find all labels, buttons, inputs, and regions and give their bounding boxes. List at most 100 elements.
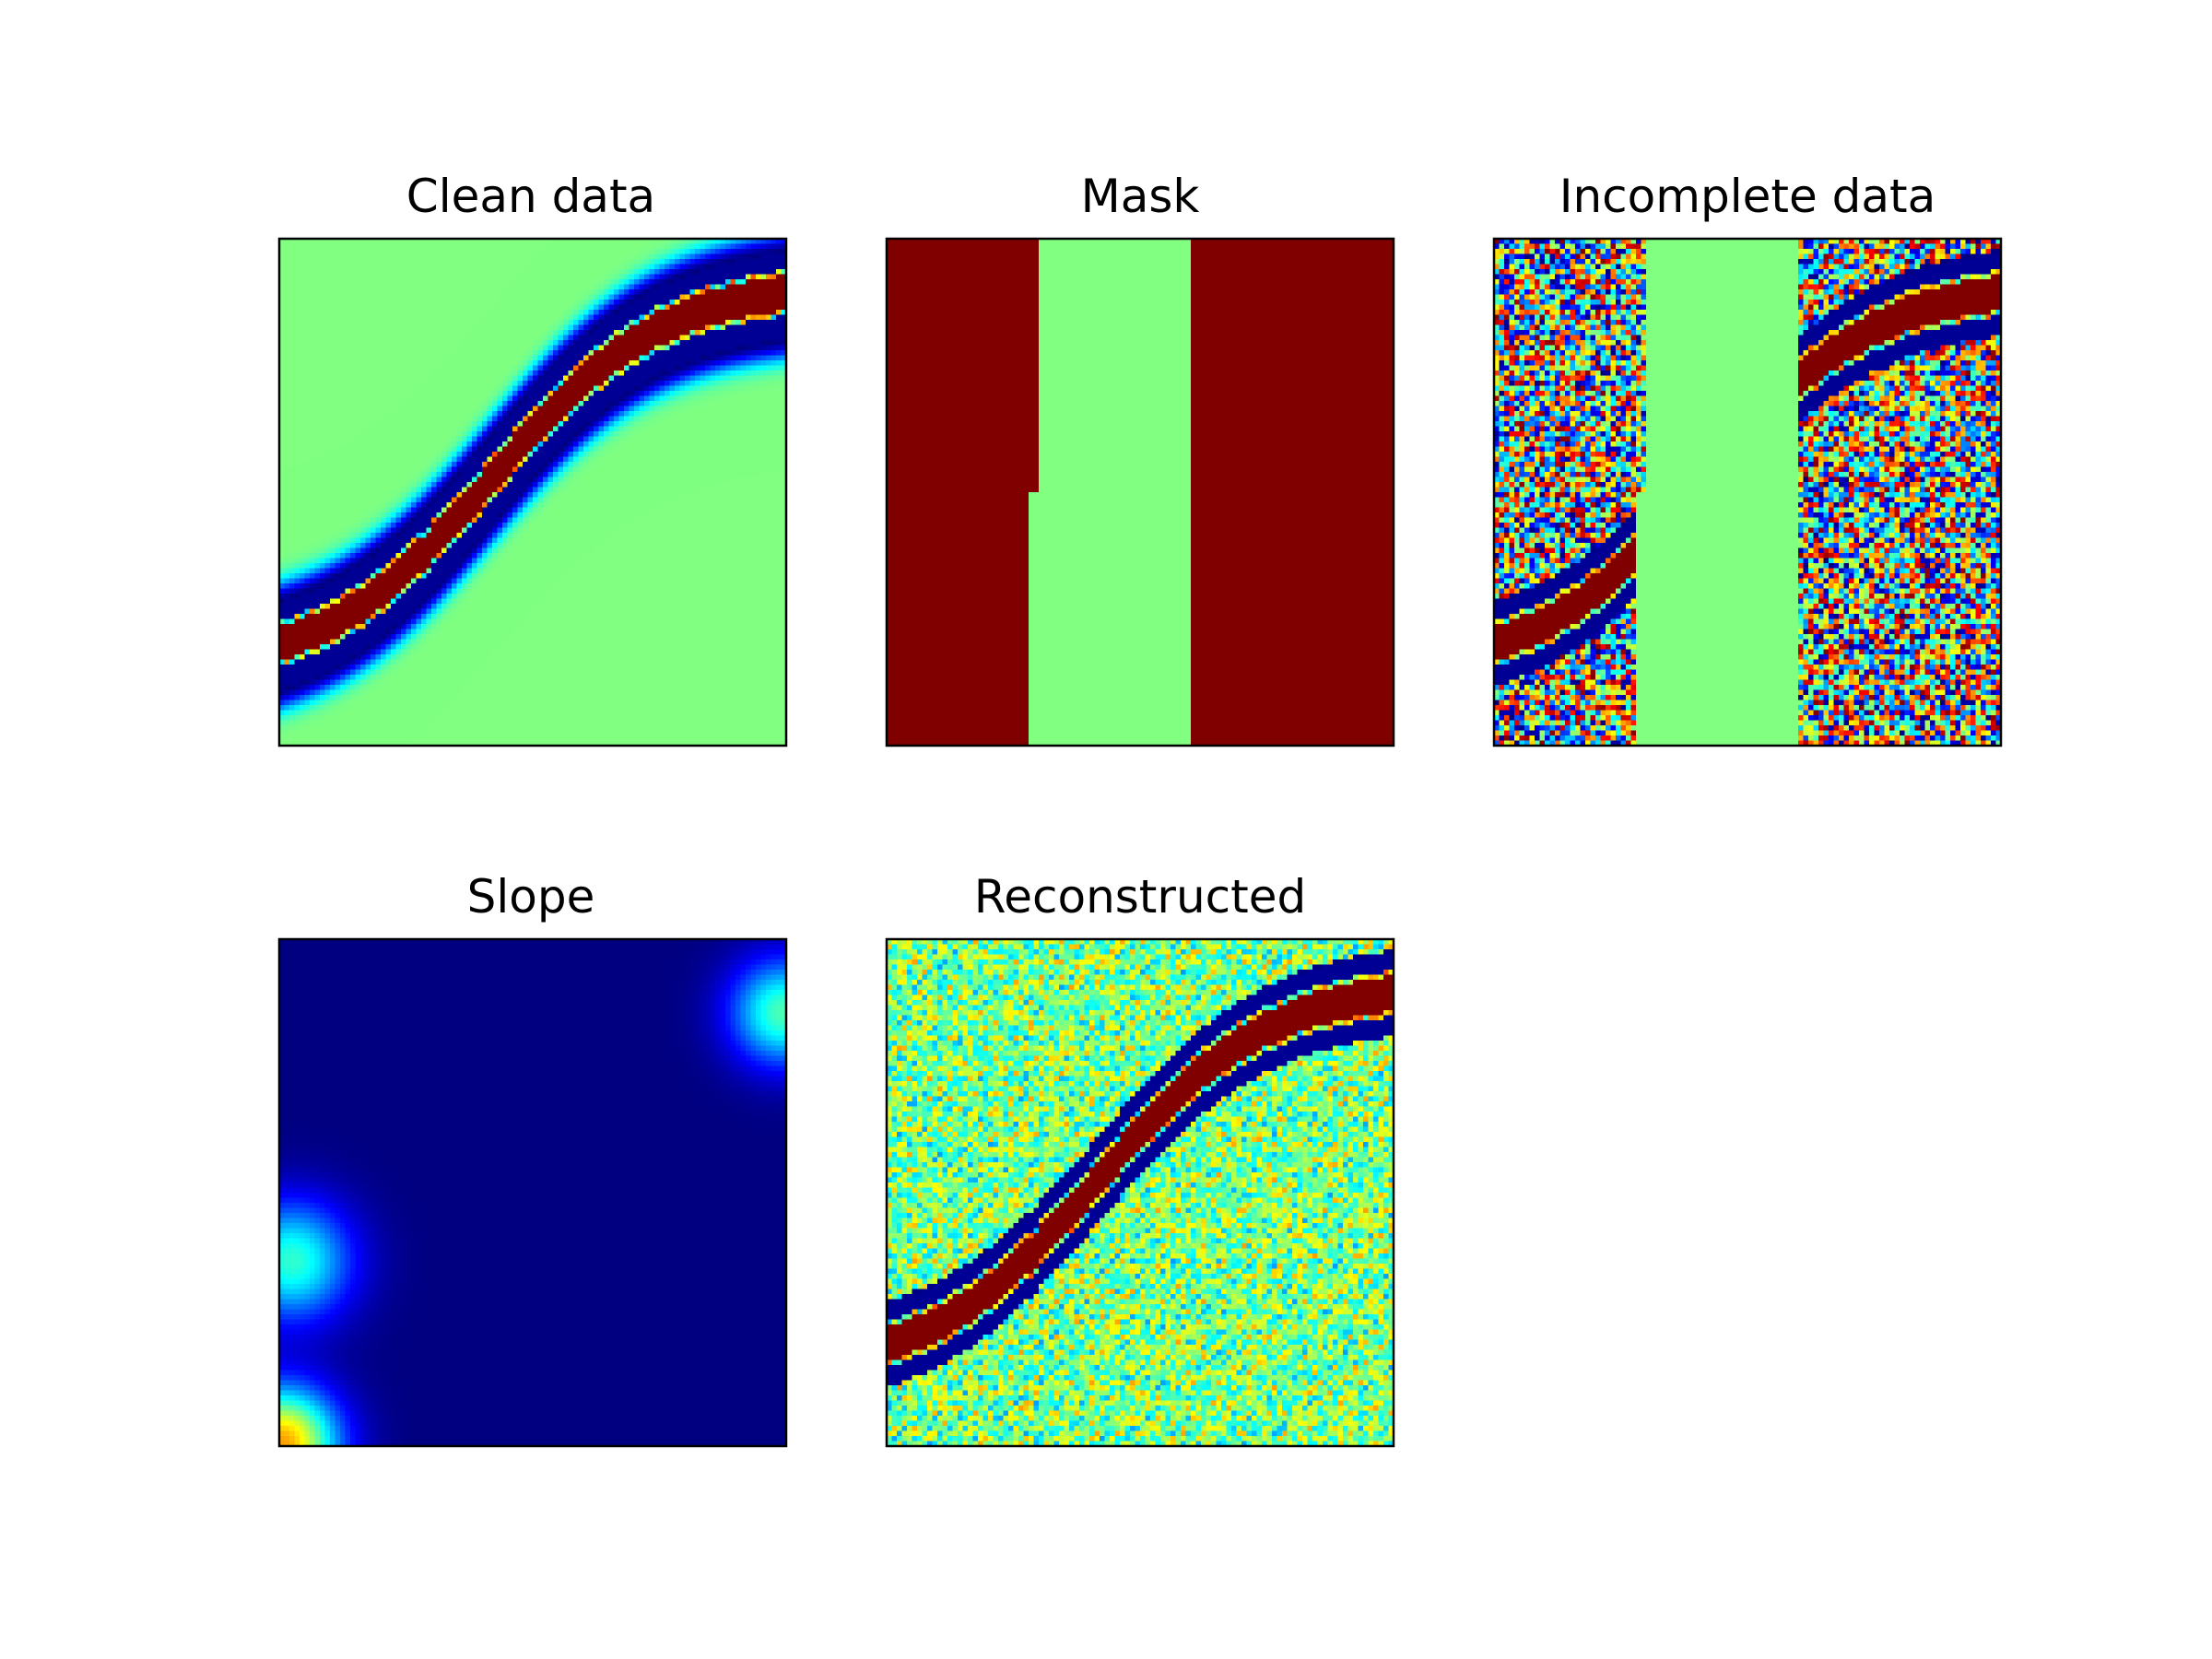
heatmap-cell: [720, 355, 726, 361]
heatmap-cell: [416, 421, 422, 427]
heatmap-cell: [320, 401, 325, 406]
heatmap-cell: [689, 289, 696, 295]
heatmap-cell: [385, 253, 392, 260]
heatmap-cell: [618, 239, 625, 244]
heatmap-cell: [365, 304, 371, 311]
heatmap-cell: [300, 462, 305, 467]
heatmap-cell: [431, 456, 437, 463]
heatmap-cell: [776, 371, 782, 376]
heatmap-cell: [634, 416, 640, 422]
heatmap-cell: [452, 401, 457, 406]
heatmap-cell: [371, 284, 376, 290]
heatmap-cell: [689, 472, 696, 477]
heatmap-cell: [573, 472, 579, 477]
heatmap-cell: [517, 375, 524, 382]
heatmap-cell: [472, 274, 477, 280]
heatmap-cell: [679, 477, 686, 483]
heatmap-cell: [375, 259, 382, 265]
heatmap-cell: [381, 406, 386, 412]
heatmap-cell: [330, 330, 335, 335]
heatmap-cell: [345, 269, 351, 275]
heatmap-cell: [284, 310, 290, 315]
heatmap-cell: [614, 300, 619, 305]
heatmap-cell: [441, 289, 447, 295]
heatmap-cell: [391, 314, 396, 321]
heatmap-cell: [441, 426, 447, 432]
heatmap-cell: [431, 310, 437, 315]
heatmap-cell: [665, 345, 670, 351]
heatmap-cell: [578, 253, 584, 260]
heatmap-cell: [553, 381, 559, 386]
heatmap-cell: [395, 310, 402, 315]
heatmap-cell: [314, 335, 321, 341]
heatmap-cell: [381, 487, 386, 493]
heatmap-cell: [512, 401, 518, 406]
heatmap-cell: [614, 243, 619, 250]
heatmap-cell: [426, 431, 432, 437]
heatmap-cell: [395, 472, 402, 477]
heatmap-cell: [381, 340, 386, 346]
heatmap-cell: [746, 345, 751, 351]
heatmap-cell: [679, 239, 686, 244]
heatmap-cell: [462, 375, 467, 382]
heatmap-cell: [604, 395, 609, 402]
heatmap-cell: [588, 269, 594, 275]
heatmap-cell: [436, 239, 442, 244]
heatmap-cell: [568, 300, 574, 305]
heatmap-cell: [462, 426, 467, 432]
heatmap-cell: [679, 421, 686, 427]
heatmap-cell: [314, 421, 321, 427]
heatmap-cell: [730, 385, 736, 392]
heatmap-cell: [441, 482, 447, 488]
heatmap-cell: [355, 350, 361, 356]
heatmap-cell: [720, 264, 726, 270]
heatmap-cell: [456, 340, 463, 346]
heatmap-cell: [553, 259, 559, 265]
heatmap-cell: [517, 314, 524, 321]
heatmap-cell: [568, 253, 574, 260]
heatmap-cell: [644, 259, 650, 265]
heatmap-cell: [543, 284, 548, 290]
heatmap-cell: [537, 416, 544, 422]
heatmap-cell: [456, 253, 463, 260]
heatmap-cell: [497, 259, 503, 265]
heatmap-cell: [466, 320, 473, 325]
heatmap-cell: [649, 310, 655, 315]
heatmap-cell: [497, 466, 503, 473]
heatmap-cell: [639, 345, 645, 351]
heatmap-cell: [456, 371, 463, 376]
heatmap-cell: [644, 355, 650, 361]
heatmap-cell: [675, 452, 680, 457]
heatmap-cell: [537, 411, 544, 417]
heatmap-cell: [618, 269, 625, 275]
heatmap-cell: [477, 456, 483, 463]
heatmap-cell: [594, 452, 599, 457]
heatmap-cell: [533, 395, 538, 402]
heatmap-cell: [472, 395, 477, 402]
heatmap-cell: [695, 421, 700, 427]
heatmap-cell: [355, 274, 361, 280]
heatmap-cell: [730, 253, 736, 260]
heatmap-cell: [391, 381, 396, 386]
heatmap-cell: [421, 456, 427, 463]
heatmap-cell: [781, 401, 786, 406]
heatmap-cell: [310, 304, 315, 311]
heatmap-cell: [492, 441, 498, 447]
heatmap-cell: [563, 452, 569, 457]
heatmap-cell: [482, 401, 488, 406]
heatmap-cell: [507, 310, 513, 315]
heatmap-cell: [598, 462, 605, 467]
heatmap-cell: [563, 381, 569, 386]
heatmap-cell: [340, 249, 346, 254]
heatmap-cell: [583, 441, 589, 447]
heatmap-cell: [527, 401, 534, 406]
heatmap-cell: [360, 371, 366, 376]
heatmap-cell: [456, 472, 463, 477]
heatmap-cell: [553, 385, 559, 392]
heatmap-cell: [608, 360, 615, 366]
heatmap-cell: [492, 259, 498, 265]
heatmap-cell: [446, 330, 453, 335]
heatmap-cell: [675, 314, 680, 321]
heatmap-cell: [517, 279, 524, 285]
heatmap-cell: [401, 284, 406, 290]
